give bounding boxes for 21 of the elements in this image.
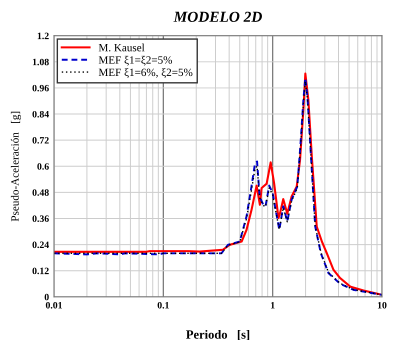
- legend-label: M. Kausel: [98, 44, 145, 52]
- y-tick-label: 1.08: [32, 58, 49, 66]
- x-axis-title: Periodo [s]: [186, 330, 250, 340]
- y-tick-label: 0.12: [32, 268, 49, 274]
- y-tick-label: 0: [44, 294, 49, 300]
- x-tick-label: 0.1: [158, 302, 169, 309]
- y-axis-title: Pseudo-Aceleración [g]: [10, 112, 22, 222]
- chart-title: MODELO 2D: [173, 12, 262, 22]
- x-tick-label: 0.01: [46, 302, 62, 309]
- x-tick-label: 10: [378, 302, 386, 309]
- y-tick-label: 0.24: [32, 242, 49, 248]
- y-tick-label: 0.84: [32, 110, 49, 118]
- y-tick-label: 0.6: [37, 163, 49, 170]
- legend-label: MEF ξ1=6%, ξ2=5%: [98, 68, 192, 78]
- legend-label: MEF ξ1=ξ2=5%: [98, 56, 172, 66]
- y-tick-label: 0.72: [32, 137, 49, 144]
- x-tick-label: 1: [271, 302, 275, 308]
- y-tick-label: 1.2: [38, 32, 49, 40]
- y-tick-label: 0.36: [32, 215, 49, 222]
- y-tick-label: 0.96: [32, 84, 49, 92]
- y-tick-label: 0.48: [32, 189, 49, 196]
